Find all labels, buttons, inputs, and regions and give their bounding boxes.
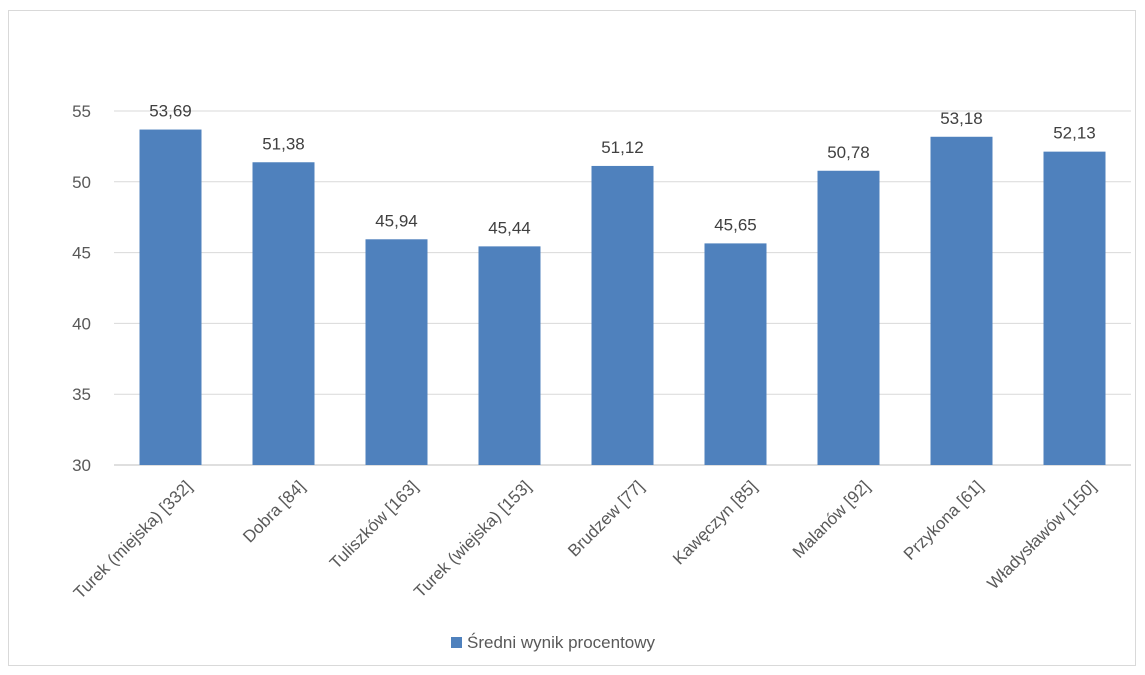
x-tick-label: Malanów [92]	[789, 477, 874, 562]
x-tick-label: Kawęczyn [85]	[669, 477, 761, 569]
bar-chart: 30 35 40 45 50 55 53,69 51,38 45,94 45,44 51,12 45…	[70, 102, 1131, 652]
data-label: 53,18	[940, 109, 983, 128]
y-tick-label: 55	[72, 102, 91, 121]
data-label: 45,65	[714, 215, 757, 234]
data-label: 51,38	[262, 134, 305, 153]
x-axis-categories: Turek (miejska) [332] Dobra [84] Tuliszków…	[70, 477, 1100, 603]
legend: Średni wynik procentowy	[451, 633, 656, 652]
y-tick-label: 45	[72, 244, 91, 263]
x-tick-label: Władysławów [150]	[983, 477, 1099, 593]
x-tick-label: Turek (miejska) [332]	[70, 477, 196, 603]
data-label: 51,12	[601, 138, 644, 157]
data-label: 45,94	[375, 211, 418, 230]
data-label: 50,78	[827, 143, 870, 162]
legend-swatch	[451, 637, 462, 648]
bar	[930, 136, 993, 465]
bar	[252, 162, 315, 465]
bars	[139, 129, 1106, 466]
x-tick-label: Tuliszków [163]	[326, 477, 422, 573]
bar	[139, 129, 202, 465]
bar	[704, 243, 767, 465]
x-tick-label: Przykona [61]	[900, 477, 987, 564]
y-tick-label: 50	[72, 173, 91, 192]
bar	[591, 165, 654, 465]
bar	[1043, 151, 1106, 465]
bar	[817, 170, 880, 466]
legend-label: Średni wynik procentowy	[467, 633, 656, 652]
y-tick-label: 35	[72, 385, 91, 404]
data-label: 45,44	[488, 218, 531, 237]
y-axis: 30 35 40 45 50 55	[72, 102, 91, 475]
x-tick-label: Dobra [84]	[239, 477, 309, 547]
data-label: 52,13	[1053, 124, 1096, 143]
data-label: 53,69	[149, 102, 192, 121]
y-tick-label: 30	[72, 456, 91, 475]
bar	[478, 246, 541, 465]
data-labels: 53,69 51,38 45,94 45,44 51,12 45,65 50,78 53,18…	[149, 102, 1096, 238]
y-tick-label: 40	[72, 314, 91, 333]
chart-frame: 30 35 40 45 50 55 53,69 51,38 45,94 45,44 51,12 45…	[8, 10, 1136, 666]
bar	[365, 239, 428, 465]
x-tick-label: Turek (wiejska) [153]	[410, 477, 535, 602]
x-tick-label: Brudzew [77]	[564, 477, 648, 561]
